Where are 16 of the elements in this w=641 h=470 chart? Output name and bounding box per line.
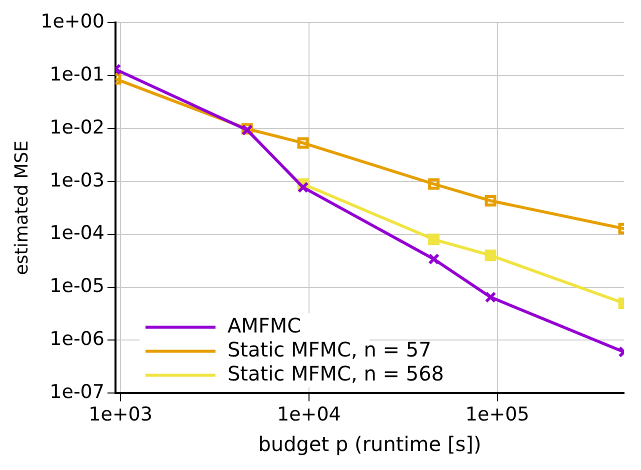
legend-label: Static MFMC, n = 568 bbox=[227, 361, 444, 386]
y-tick-label: 1e-03 bbox=[50, 169, 104, 192]
y-tick-label: 1e-01 bbox=[50, 63, 104, 86]
y-tick-label: 1e-04 bbox=[50, 222, 104, 244]
y-tick-label: 1e-07 bbox=[50, 381, 104, 404]
y-tick-label: 1e-05 bbox=[50, 275, 104, 298]
x-tick-label: 1e+05 bbox=[465, 404, 530, 426]
x-tick-label: 1e+03 bbox=[88, 404, 152, 426]
x-axis-title: budget p (runtime [s]) bbox=[258, 432, 482, 456]
y-tick-label: 1e-06 bbox=[50, 328, 104, 350]
y-axis-title: estimated MSE bbox=[11, 140, 32, 276]
y-tick-label: 1e-02 bbox=[50, 116, 104, 138]
legend-label: AMFMC bbox=[227, 313, 302, 338]
legend-label: Static MFMC, n = 57 bbox=[227, 337, 432, 362]
x-tick-label: 1e+04 bbox=[277, 404, 341, 426]
y-tick-label: 1e+00 bbox=[40, 10, 104, 32]
